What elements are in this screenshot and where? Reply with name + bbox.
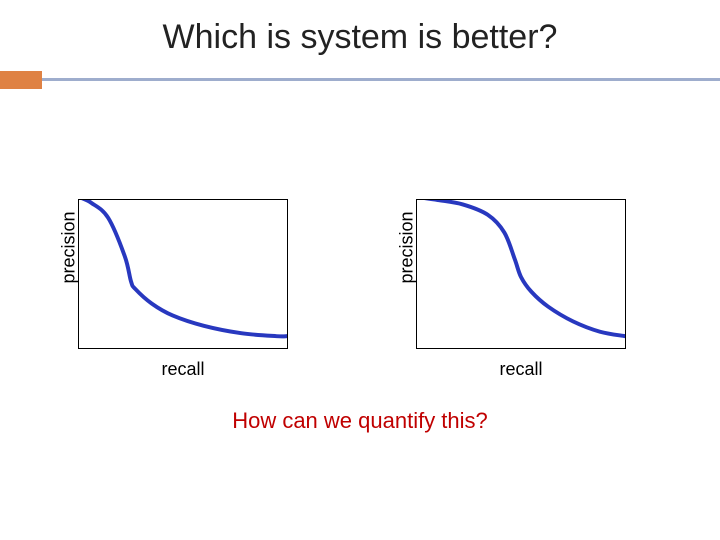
chart-right-cell: precision bbox=[398, 199, 626, 349]
footer-text: How can we quantify this? bbox=[232, 408, 488, 433]
chart-left-xlabel: recall bbox=[60, 359, 288, 380]
accent-divider bbox=[0, 71, 720, 89]
xlabels-row: recall recall bbox=[0, 359, 720, 380]
chart-right bbox=[416, 199, 626, 349]
chart-left-ylabel: precision bbox=[59, 265, 80, 283]
chart-right-ylabel: precision bbox=[397, 265, 418, 283]
chart-right-xlabel: recall bbox=[398, 359, 626, 380]
page-title: Which is system is better? bbox=[0, 18, 720, 57]
title-area: Which is system is better? bbox=[0, 0, 720, 57]
charts-row: precision precision bbox=[0, 199, 720, 349]
chart-left-cell: precision bbox=[60, 199, 288, 349]
accent-block bbox=[0, 71, 42, 89]
chart-left bbox=[78, 199, 288, 349]
accent-line bbox=[42, 71, 720, 81]
footer-question: How can we quantify this? bbox=[0, 408, 720, 434]
